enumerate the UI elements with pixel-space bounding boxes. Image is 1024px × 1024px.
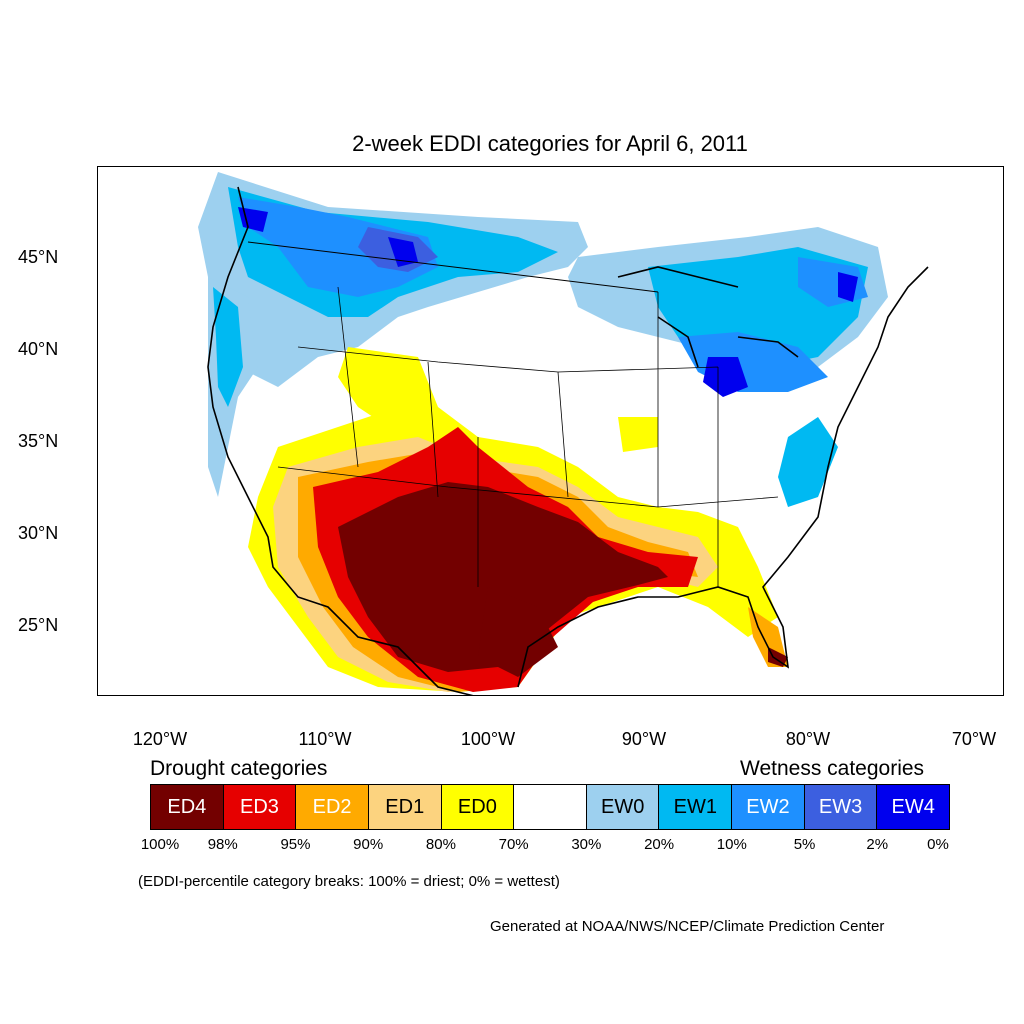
state-lines — [277, 286, 779, 587]
eddi-map — [97, 166, 1004, 696]
wet-region-west-ew1 — [213, 287, 243, 407]
percent-break-label: 30% — [571, 836, 602, 853]
percent-break-label: 0% — [927, 836, 949, 853]
legend-box-ed0: ED0 — [441, 785, 515, 829]
wet-region-north-ew4 — [238, 207, 418, 267]
percent-break-label: 10% — [716, 836, 747, 853]
legend-box-ew0: EW0 — [586, 785, 660, 829]
percent-break-label: 95% — [280, 836, 311, 853]
percent-break-label: 80% — [425, 836, 456, 853]
dry-region-ed4 — [338, 482, 668, 672]
legend-box-ew2: EW2 — [732, 785, 805, 829]
lon-label-110: 110°W — [298, 729, 352, 749]
dry-region-ed0-north — [338, 347, 658, 452]
legend-box-ew4: EW4 — [877, 785, 950, 829]
category-note: (EDDI-percentile category breaks: 100% =… — [138, 873, 560, 890]
legend-box-neutral — [514, 785, 587, 829]
lon-label-90: 90°W — [621, 729, 667, 749]
lat-label-40: 40°N — [18, 339, 59, 359]
percent-break-label: 70% — [498, 836, 529, 853]
percent-break-label: 90% — [353, 836, 384, 853]
wetness-categories-heading: Wetness categories — [740, 757, 925, 780]
legend-box-ew3: EW3 — [804, 785, 878, 829]
percent-break-label: 98% — [207, 836, 238, 853]
great-lakes — [617, 266, 799, 368]
lat-label-35: 35°N — [18, 431, 59, 451]
coastline — [207, 186, 929, 695]
percent-break-label: 20% — [644, 836, 675, 853]
border-canada — [247, 241, 659, 293]
legend-box-ed3: ED3 — [223, 785, 297, 829]
map-canvas — [198, 172, 929, 695]
legend-box-ed2: ED2 — [296, 785, 369, 829]
lat-label-45: 45°N — [18, 247, 59, 267]
percent-break-label: 100% — [140, 836, 180, 853]
lon-label-80: 80°W — [785, 729, 831, 749]
drought-categories-heading: Drought categories — [150, 757, 328, 780]
lon-label-100: 100°W — [460, 729, 516, 749]
legend-box-ew1: EW1 — [659, 785, 733, 829]
wet-region-north-ew2 — [238, 197, 438, 297]
wet-region-southeast — [778, 417, 838, 507]
lat-label-25: 25°N — [18, 615, 59, 635]
lon-label-120: 120°W — [132, 729, 188, 749]
wet-region-east-ew4 — [703, 272, 858, 397]
map-title: 2-week EDDI categories for April 6, 2011 — [352, 131, 748, 156]
dry-region-florida-ed4 — [768, 647, 788, 667]
category-legend: ED4 ED3 ED2 ED1 ED0 EW0 EW1 EW2 EW3 EW4 — [150, 784, 950, 830]
legend-box-ed1: ED1 — [368, 785, 442, 829]
lat-label-30: 30°N — [18, 523, 59, 543]
percent-break-label: 5% — [793, 836, 816, 853]
lon-label-70: 70°W — [951, 729, 997, 749]
legend-box-ed4: ED4 — [151, 785, 224, 829]
dry-region-ed4-texas — [478, 587, 558, 677]
percent-break-label: 2% — [866, 836, 889, 853]
credit-text: Generated at NOAA/NWS/NCEP/Climate Predi… — [490, 918, 885, 935]
